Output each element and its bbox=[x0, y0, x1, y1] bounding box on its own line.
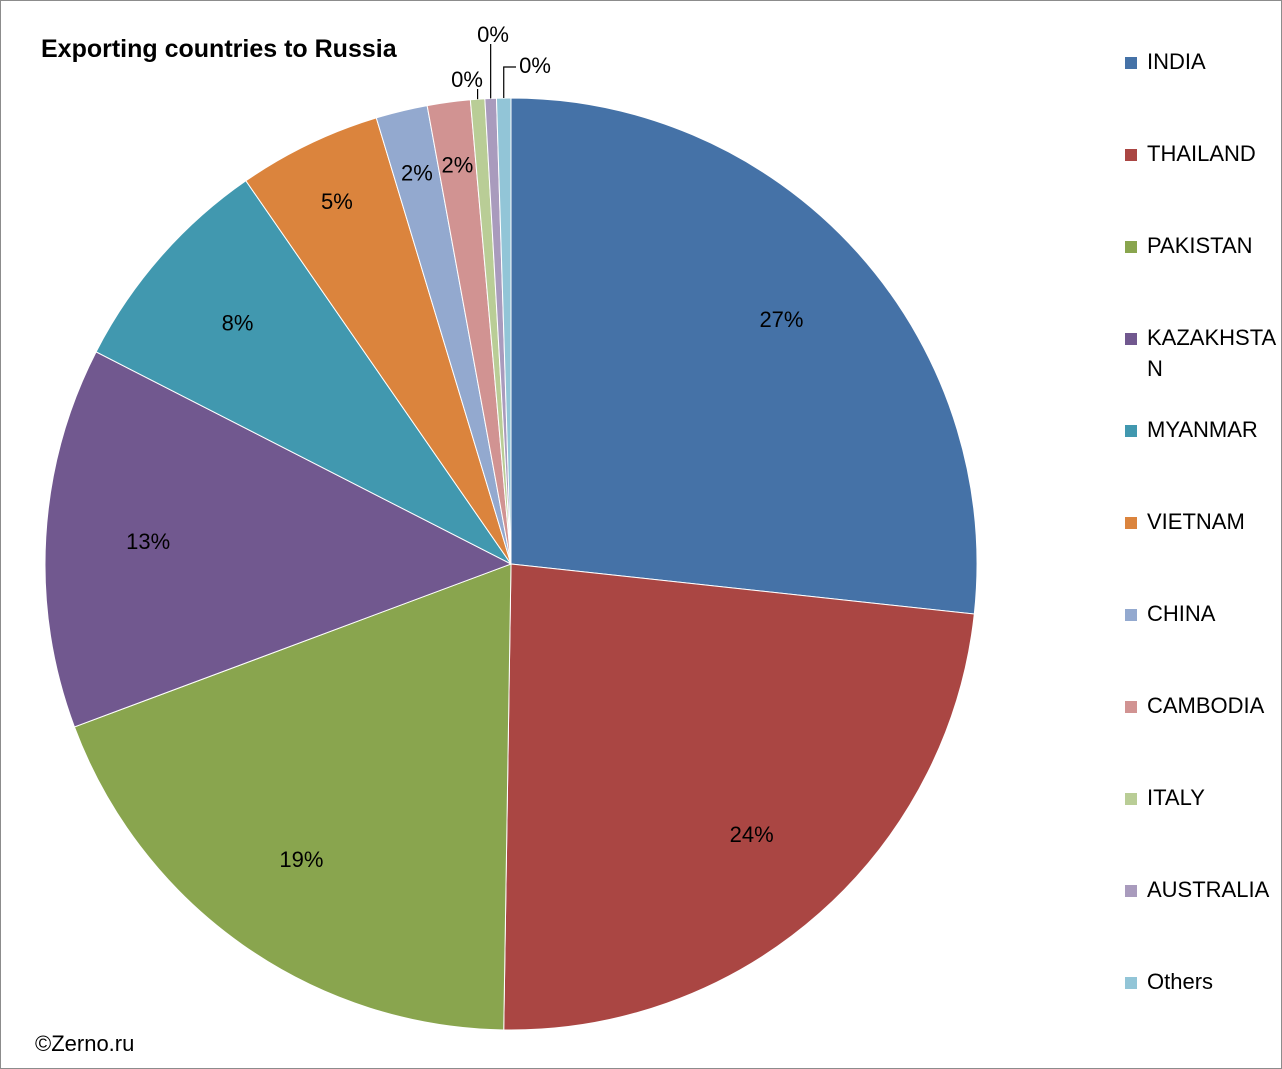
data-label-myanmar: 8% bbox=[222, 310, 254, 335]
legend-swatch bbox=[1125, 977, 1137, 989]
pie-slice-pakistan bbox=[73, 563, 512, 1031]
chart-title: Exporting countries to Russia bbox=[41, 35, 397, 63]
data-label-pakistan: 19% bbox=[279, 847, 323, 872]
data-label-thailand: 24% bbox=[730, 822, 774, 847]
pie-slice-vietnam bbox=[245, 117, 512, 565]
pie-slice-india bbox=[510, 97, 978, 615]
legend-swatch bbox=[1125, 333, 1137, 345]
legend-swatch bbox=[1125, 149, 1137, 161]
legend-label: PAKISTAN bbox=[1147, 233, 1253, 258]
legend-label: ITALY bbox=[1147, 785, 1205, 810]
data-label-kazakhstan: 13% bbox=[126, 529, 170, 554]
data-label-vietnam: 5% bbox=[321, 189, 353, 214]
data-label-italy: 0% bbox=[451, 67, 483, 92]
source-credit: ©Zerno.ru bbox=[35, 1031, 135, 1056]
pie-slice-others bbox=[495, 97, 512, 565]
data-label-china: 2% bbox=[401, 160, 433, 185]
legend-swatch bbox=[1125, 885, 1137, 897]
legend-swatch bbox=[1125, 425, 1137, 437]
data-label-others: 0% bbox=[519, 53, 551, 78]
legend-label: MYANMAR bbox=[1147, 417, 1258, 442]
legend-label: VIETNAM bbox=[1147, 509, 1245, 534]
legend-swatch bbox=[1125, 57, 1137, 69]
data-label-india: 27% bbox=[759, 307, 803, 332]
legend-swatch bbox=[1125, 609, 1137, 621]
legend-label: THAILAND bbox=[1147, 141, 1256, 166]
legend-label: INDIA bbox=[1147, 49, 1206, 74]
pie-slice-thailand bbox=[503, 563, 975, 1031]
legend-swatch bbox=[1125, 793, 1137, 805]
pie-slice-myanmar bbox=[95, 180, 512, 565]
legend-label: Others bbox=[1147, 969, 1214, 994]
legend-label: CHINA bbox=[1147, 601, 1216, 626]
legend-swatch bbox=[1125, 517, 1137, 529]
leader-line-others bbox=[503, 66, 516, 99]
legend-label: AUSTRALIA bbox=[1147, 877, 1270, 902]
legend-swatch bbox=[1125, 241, 1137, 253]
pie-slice-kazakhstan bbox=[44, 351, 513, 728]
legend-label: CAMBODIA bbox=[1147, 693, 1265, 718]
legend-swatch bbox=[1125, 701, 1137, 713]
data-label-australia: 0% bbox=[477, 22, 509, 47]
data-label-cambodia: 2% bbox=[442, 153, 474, 178]
legend-label: KAZAKHSTAN bbox=[1147, 325, 1277, 381]
